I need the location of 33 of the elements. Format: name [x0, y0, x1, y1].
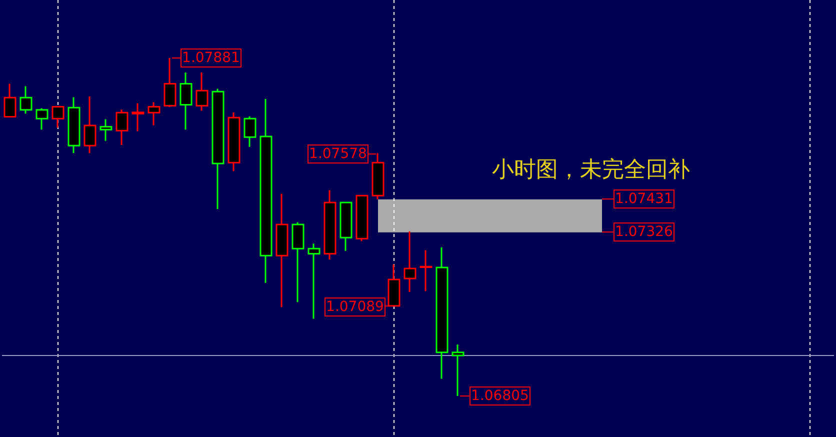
- candlestick: [452, 344, 464, 397]
- candlestick: [212, 88, 224, 210]
- candlestick: [196, 72, 208, 112]
- candlestick: [292, 222, 304, 303]
- annotation: 1.07431: [615, 191, 673, 207]
- candlestick: [84, 96, 96, 154]
- candlestick: [436, 246, 448, 380]
- candlestick: [180, 72, 192, 130]
- candlestick: [420, 249, 432, 292]
- annotation: 1.07326: [615, 224, 674, 240]
- candlestick: [276, 192, 288, 308]
- candlestick: [308, 242, 320, 320]
- annotation: 1.07089: [326, 299, 384, 315]
- candlestick: [228, 112, 240, 172]
- candlestick: [132, 102, 144, 132]
- candlestick: [68, 96, 80, 154]
- candlestick: [4, 83, 16, 118]
- candlestick: [20, 86, 32, 114]
- candlestick: [148, 102, 160, 126]
- candlestick: [116, 108, 128, 146]
- text: 小时图，未完全回补: [492, 158, 690, 182]
- candlestick: [340, 202, 352, 252]
- candlestick: [356, 194, 368, 242]
- candlestick: [260, 98, 272, 284]
- candlestick: [244, 116, 256, 148]
- annotation: 1.06805: [471, 388, 529, 404]
- candlestick: [52, 106, 64, 128]
- candlestick: [324, 189, 336, 260]
- candlestick: [36, 108, 48, 130]
- annotation: 1.07881: [182, 50, 240, 66]
- candlestick: [100, 118, 112, 142]
- candlestick: [404, 230, 416, 293]
- annotation: 1.07578: [309, 146, 367, 162]
